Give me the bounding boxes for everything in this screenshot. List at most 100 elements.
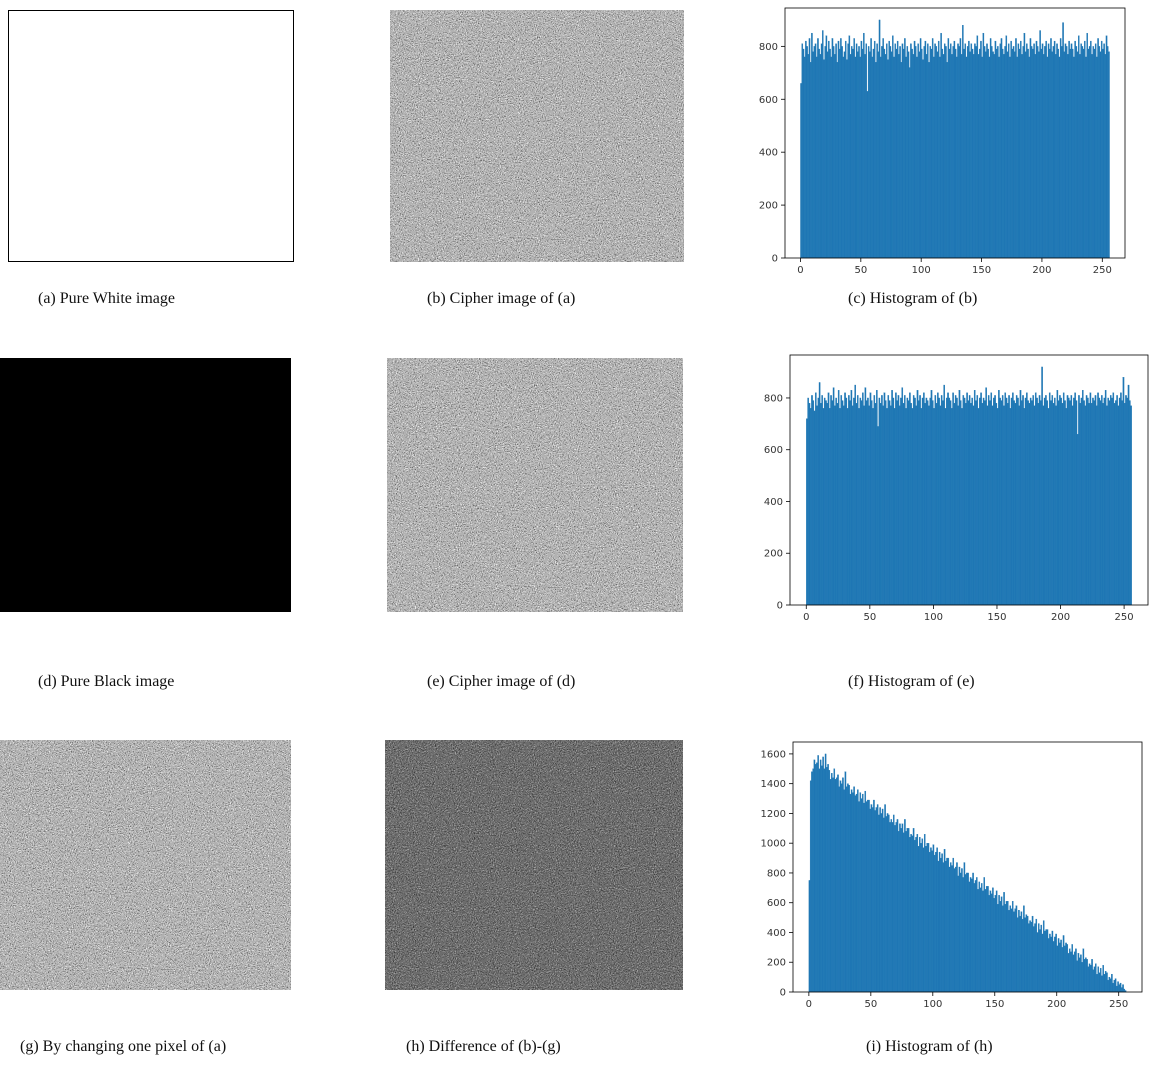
bar <box>897 401 898 605</box>
bar <box>1037 932 1038 992</box>
bar <box>909 393 910 605</box>
bar <box>865 791 866 992</box>
bar <box>834 406 835 605</box>
bar <box>987 406 988 605</box>
y-tick-label: 200 <box>767 958 786 969</box>
bar <box>1023 906 1024 992</box>
bar <box>1016 906 1017 992</box>
bar <box>1020 916 1021 992</box>
bar <box>1018 910 1019 992</box>
bar <box>1011 398 1012 605</box>
bar <box>813 401 814 605</box>
bar <box>1110 395 1111 605</box>
bar <box>1117 982 1118 992</box>
bar <box>899 46 900 258</box>
x-tick-label: 0 <box>803 612 809 623</box>
bar <box>1012 49 1013 258</box>
bar <box>961 54 962 258</box>
bar <box>855 385 856 605</box>
bar <box>954 868 955 992</box>
bar <box>848 44 849 258</box>
bar <box>839 787 840 992</box>
bar <box>816 406 817 605</box>
bar <box>1037 46 1038 258</box>
bar <box>1110 979 1111 992</box>
bar <box>997 408 998 605</box>
y-tick-label: 600 <box>759 95 778 106</box>
bar <box>806 419 807 605</box>
bar <box>919 395 920 605</box>
bar <box>1104 44 1105 258</box>
bar <box>943 863 944 992</box>
bar <box>886 816 887 992</box>
bar <box>1066 46 1067 258</box>
bar <box>934 44 935 258</box>
bar <box>860 57 861 258</box>
bar <box>1026 44 1027 258</box>
bar <box>1088 967 1089 992</box>
bar <box>964 863 965 992</box>
bar <box>1086 959 1087 992</box>
bar <box>1027 49 1028 258</box>
bar <box>997 904 998 992</box>
bar <box>1122 401 1123 605</box>
bar <box>1005 46 1006 258</box>
bar <box>1039 930 1040 993</box>
bar <box>1083 401 1084 605</box>
bar <box>1036 398 1037 605</box>
bar <box>992 52 993 258</box>
bar <box>1101 395 1102 605</box>
bar <box>940 406 941 605</box>
bar <box>881 395 882 605</box>
bar <box>840 781 841 992</box>
bar <box>839 49 840 258</box>
bar <box>1128 385 1129 605</box>
bar <box>1109 977 1110 992</box>
bar <box>815 764 816 992</box>
bar <box>1114 403 1115 605</box>
bar <box>888 815 889 992</box>
bar <box>872 408 873 605</box>
bar <box>904 38 905 258</box>
bar <box>846 60 847 258</box>
bar <box>998 390 999 605</box>
bar <box>1055 934 1056 992</box>
bar <box>925 403 926 605</box>
bar <box>927 401 928 605</box>
bar <box>875 403 876 605</box>
bar <box>1091 54 1092 258</box>
bar <box>945 861 946 992</box>
bar <box>832 778 833 992</box>
bar <box>993 398 994 605</box>
bar <box>815 393 816 605</box>
bar <box>966 393 967 605</box>
bar <box>1021 54 1022 258</box>
bar <box>920 38 921 258</box>
bar <box>994 54 995 258</box>
bar <box>1047 930 1048 993</box>
bar <box>918 44 919 258</box>
bar <box>930 848 931 992</box>
x-tick-label: 50 <box>864 999 877 1010</box>
bar <box>1087 33 1088 258</box>
bar <box>1104 398 1105 605</box>
bar <box>857 395 858 605</box>
bar <box>892 822 893 992</box>
bar <box>893 57 894 258</box>
bar <box>989 57 990 258</box>
bar <box>963 49 964 258</box>
bar <box>925 846 926 992</box>
bar <box>1021 401 1022 605</box>
bar <box>867 91 868 258</box>
bar <box>968 873 969 992</box>
bar <box>896 822 897 992</box>
bar <box>973 54 974 258</box>
bar <box>833 46 834 258</box>
bar <box>802 44 803 258</box>
bar <box>933 845 934 992</box>
bar <box>1044 931 1045 992</box>
bar <box>1122 985 1123 992</box>
bar <box>1043 406 1044 605</box>
bar <box>940 858 941 992</box>
bar <box>1078 36 1079 258</box>
